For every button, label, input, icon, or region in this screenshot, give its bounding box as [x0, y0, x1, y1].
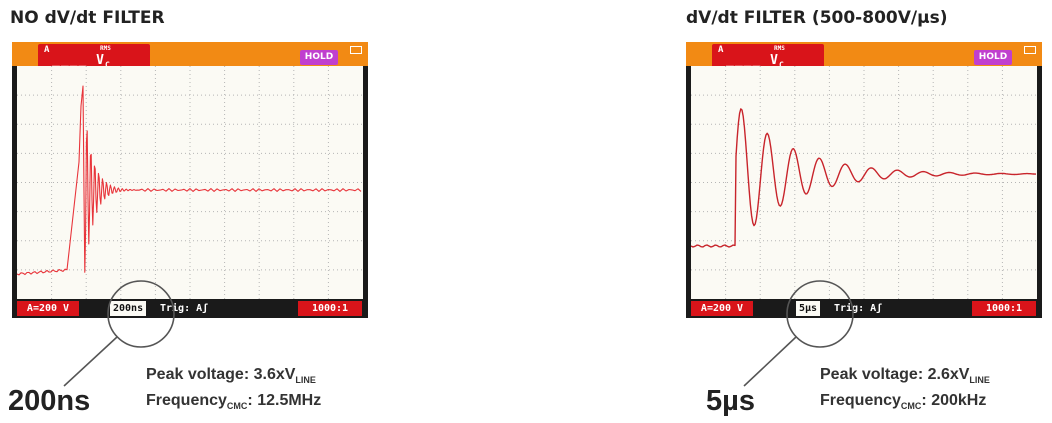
grid	[691, 66, 1037, 299]
callout-line-no-filter	[63, 336, 118, 387]
grid	[17, 66, 363, 299]
oscilloscope-no-filter: A RMS ____ VC HOLD A=200 V 200ns Trig: A…	[12, 42, 368, 318]
callout-timebase-no-filter: 200ns	[8, 385, 91, 417]
scope-top-bar: A RMS ____ VC HOLD	[12, 42, 368, 70]
waveform-plot-no-filter	[17, 66, 363, 299]
peak-voltage-no-filter: Peak voltage: 3.6xVLINE	[146, 366, 316, 386]
battery-icon	[350, 46, 362, 54]
callout-timebase-dvdt-filter: 5µs	[706, 385, 755, 417]
timebase-label: 5µs	[796, 301, 821, 316]
readout-value: ____ VC	[52, 53, 110, 70]
trigger-label: Trig: Aʃ	[160, 303, 209, 314]
waveform-plot-dvdt-filter	[691, 66, 1037, 299]
rms-label: RMS	[774, 45, 785, 52]
scope-bottom-bar: A=200 V 200ns Trig: Aʃ 1000:1	[12, 299, 368, 318]
probe-ratio-label: 1000:1	[972, 301, 1036, 316]
hold-badge: HOLD	[974, 50, 1012, 65]
frequency-no-filter: FrequencyCMC: 12.5MHz	[146, 392, 322, 412]
frequency-dvdt-filter: FrequencyCMC: 200kHz	[820, 392, 987, 412]
waveform-trace	[691, 108, 1036, 248]
timebase-label: 200ns	[110, 301, 147, 316]
callout-line-dvdt-filter	[743, 336, 797, 387]
battery-icon	[1024, 46, 1036, 54]
voltage-scale-label: A=200 V	[17, 301, 79, 316]
voltage-readout: A RMS ____ VC	[712, 44, 824, 70]
channel-label: A	[44, 45, 50, 55]
waveform-trace	[17, 85, 362, 276]
scope-top-bar: A RMS ____ VC HOLD	[686, 42, 1042, 70]
trigger-label: Trig: Aʃ	[834, 303, 883, 314]
readout-value: ____ VC	[726, 53, 784, 70]
scope-bottom-bar: A=200 V 5µs Trig: Aʃ 1000:1	[686, 299, 1042, 318]
channel-label: A	[718, 45, 724, 55]
panel-title-dvdt-filter: dV/dt FILTER (500-800V/µs)	[686, 8, 948, 28]
rms-label: RMS	[100, 45, 111, 52]
peak-voltage-dvdt-filter: Peak voltage: 2.6xVLINE	[820, 366, 990, 386]
probe-ratio-label: 1000:1	[298, 301, 362, 316]
scope-screen	[17, 66, 363, 299]
oscilloscope-dvdt-filter: A RMS ____ VC HOLD A=200 V 5µs Trig: Aʃ …	[686, 42, 1042, 318]
voltage-scale-label: A=200 V	[691, 301, 753, 316]
voltage-readout: A RMS ____ VC	[38, 44, 150, 70]
panel-title-no-filter: NO dV/dt FILTER	[10, 8, 165, 28]
hold-badge: HOLD	[300, 50, 338, 65]
scope-screen	[691, 66, 1037, 299]
